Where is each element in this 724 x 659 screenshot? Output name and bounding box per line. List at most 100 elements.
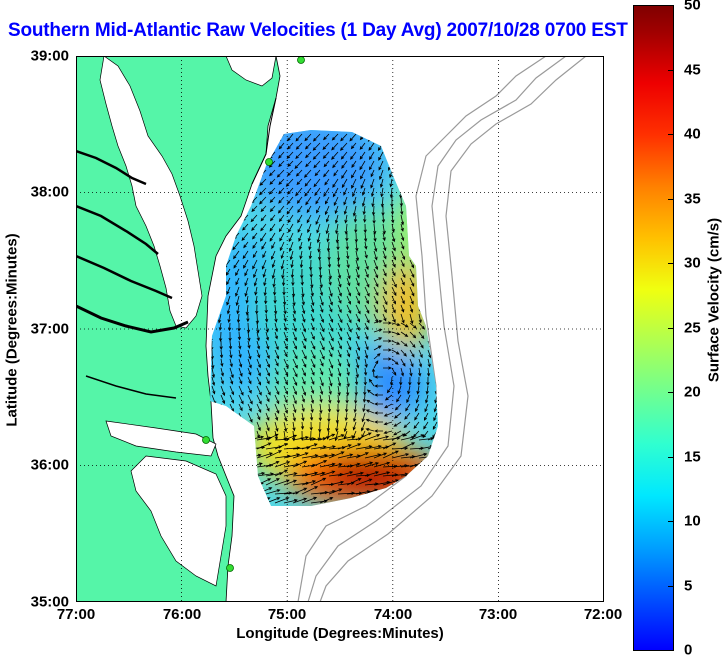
current-vector-arrow (382, 241, 387, 252)
current-vector-arrow (269, 178, 276, 185)
current-vector-arrow (328, 331, 334, 342)
current-vector-arrow (363, 367, 368, 376)
current-vector-arrow (297, 214, 303, 224)
current-vector-arrow (265, 349, 270, 360)
current-vector-arrow (265, 450, 283, 459)
current-vector-arrow (353, 214, 358, 223)
current-vector-arrow (252, 250, 258, 259)
current-vector-arrow (319, 286, 324, 297)
colorbar-tick-label: 50 (684, 0, 701, 14)
current-vector-arrow (383, 339, 392, 343)
current-vector-arrow (432, 421, 438, 430)
colorbar-tick-mark (668, 456, 674, 458)
current-vector-arrow (292, 295, 296, 307)
current-vector-arrow (269, 214, 276, 222)
current-vector-arrow (328, 304, 333, 313)
current-vector-arrow (355, 295, 360, 305)
current-vector-arrow (292, 367, 298, 378)
current-vector-arrow (319, 445, 336, 450)
current-vector-arrow (238, 367, 243, 377)
current-vector-arrow (373, 304, 378, 314)
current-vector-arrow (355, 432, 372, 441)
current-vector-arrow (265, 376, 270, 385)
current-vector-arrow (327, 403, 332, 413)
current-vector-arrow (238, 394, 244, 405)
current-vector-arrow (355, 268, 360, 279)
current-vector-arrow (310, 295, 315, 307)
current-vector-arrow (292, 349, 298, 360)
current-vector-arrow (373, 345, 382, 351)
current-vector-arrow (265, 367, 270, 377)
current-vector-arrow (235, 295, 240, 307)
current-vector-arrow (364, 304, 370, 314)
current-vector-arrow (423, 421, 429, 430)
current-vector-arrow (319, 497, 334, 504)
current-vector-arrow (278, 196, 285, 204)
y-tick-label: 37:00 (30, 320, 69, 338)
station-marker (265, 158, 273, 166)
current-vector-arrow (309, 430, 313, 442)
current-vector-arrow (287, 160, 294, 167)
current-vector-arrow (337, 376, 342, 387)
current-vector-arrow (274, 349, 280, 360)
y-tick-label: 39:00 (30, 47, 69, 65)
current-vector-arrow (383, 321, 392, 325)
current-vector-arrow (276, 169, 285, 178)
current-vector-arrow (368, 378, 375, 387)
current-vector-arrow (409, 340, 416, 349)
current-vector-arrow (400, 442, 416, 450)
current-vector-arrow (383, 357, 392, 361)
current-vector-arrow (362, 205, 366, 216)
potomac-river (76, 149, 147, 186)
current-vector-arrow (319, 340, 325, 351)
current-vector-arrow (373, 223, 377, 235)
current-vector-arrow (264, 313, 269, 323)
current-vector-arrow (301, 304, 306, 315)
current-vector-arrow (274, 394, 280, 405)
current-vector-arrow (319, 295, 324, 306)
current-vector-arrow (409, 358, 414, 368)
current-vector-arrow (425, 385, 429, 395)
station-marker (226, 564, 234, 572)
current-vector-arrow (252, 232, 258, 240)
current-vector-arrow (259, 196, 267, 205)
current-vector-arrow (319, 268, 323, 279)
current-vector-arrow (247, 331, 251, 342)
current-vector-arrow (340, 133, 348, 142)
current-vector-arrow (352, 187, 357, 198)
current-vector-arrow (409, 367, 413, 377)
current-vector-arrow (389, 178, 393, 188)
current-vector-arrow (382, 277, 387, 286)
colorbar-tick-label: 40 (684, 125, 701, 143)
current-vector-arrow (238, 358, 243, 368)
current-vector-arrow (389, 376, 394, 386)
current-vector-arrow (292, 421, 296, 432)
current-vector-arrow (247, 394, 253, 405)
current-vector-arrow (346, 478, 362, 486)
current-vector-arrow (313, 160, 321, 169)
current-vector-arrow (229, 385, 235, 396)
current-vector-arrow (283, 421, 288, 433)
current-vector-arrow (296, 196, 303, 204)
current-vector-arrow (300, 421, 305, 430)
current-vector-arrow (328, 376, 333, 387)
current-vector-arrow (319, 349, 325, 360)
current-vector-arrow (373, 461, 391, 468)
current-vector-arrow (292, 385, 297, 396)
current-vector-arrow (292, 304, 296, 315)
current-vector-arrow (374, 393, 383, 397)
current-vector-arrow (353, 196, 357, 205)
colorbar-tick-label: 35 (684, 190, 701, 207)
current-vector-arrow (235, 268, 240, 277)
current-vector-arrow (341, 178, 348, 189)
current-vector-arrow (399, 196, 404, 207)
current-vector-arrow (247, 376, 252, 385)
current-vector-arrow (292, 331, 297, 342)
current-vector-arrow (301, 454, 319, 459)
current-vector-arrow (337, 340, 342, 350)
current-vector-arrow (337, 367, 342, 377)
current-vector-arrow (310, 349, 316, 360)
current-vector-arrow (238, 403, 243, 412)
current-vector-arrow (346, 471, 365, 477)
current-vector-arrow (327, 412, 331, 423)
